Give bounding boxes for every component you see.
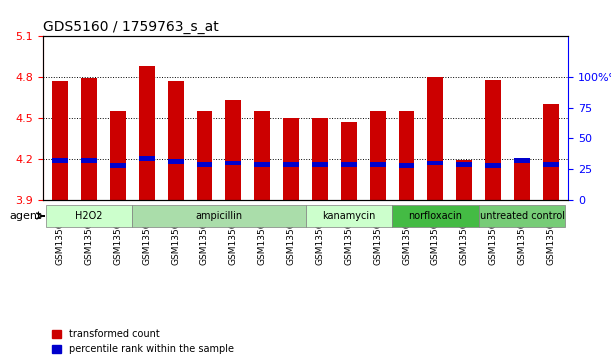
Bar (428, 160, 444, 165)
Bar (197, 111, 213, 200)
Bar (485, 80, 501, 200)
Legend: transformed count, percentile rank within the sample: transformed count, percentile rank withi… (48, 326, 238, 358)
Bar (225, 160, 241, 165)
Bar (167, 159, 183, 164)
Text: GDS5160 / 1759763_s_at: GDS5160 / 1759763_s_at (43, 20, 219, 34)
Bar (428, 77, 444, 200)
Text: ampicillin: ampicillin (196, 211, 243, 221)
FancyBboxPatch shape (132, 205, 306, 227)
Bar (312, 118, 328, 200)
Bar (139, 156, 155, 161)
Text: H2O2: H2O2 (75, 211, 103, 221)
Bar (514, 160, 530, 200)
Bar (370, 111, 386, 200)
Bar (456, 162, 472, 167)
Bar (370, 162, 386, 167)
Bar (456, 160, 472, 200)
Bar (543, 105, 559, 200)
Bar (341, 122, 357, 200)
FancyBboxPatch shape (392, 205, 479, 227)
Text: untreated control: untreated control (480, 211, 565, 221)
Bar (52, 158, 68, 163)
Bar (81, 78, 97, 200)
Bar (283, 118, 299, 200)
FancyBboxPatch shape (46, 205, 132, 227)
Bar (514, 158, 530, 163)
Text: agent: agent (9, 211, 42, 221)
Bar (543, 162, 559, 167)
Bar (197, 162, 213, 167)
FancyBboxPatch shape (479, 205, 565, 227)
Bar (110, 111, 126, 200)
Bar (110, 163, 126, 168)
Bar (52, 81, 68, 200)
Text: norfloxacin: norfloxacin (408, 211, 463, 221)
Bar (312, 162, 328, 167)
Bar (283, 162, 299, 167)
Bar (81, 158, 97, 163)
Bar (398, 111, 414, 200)
Bar (254, 111, 270, 200)
Text: kanamycin: kanamycin (322, 211, 376, 221)
Bar (225, 100, 241, 200)
Bar (254, 162, 270, 167)
Bar (341, 162, 357, 167)
FancyBboxPatch shape (306, 205, 392, 227)
Bar (167, 81, 183, 200)
Bar (139, 66, 155, 200)
Bar (485, 163, 501, 168)
Bar (398, 163, 414, 168)
